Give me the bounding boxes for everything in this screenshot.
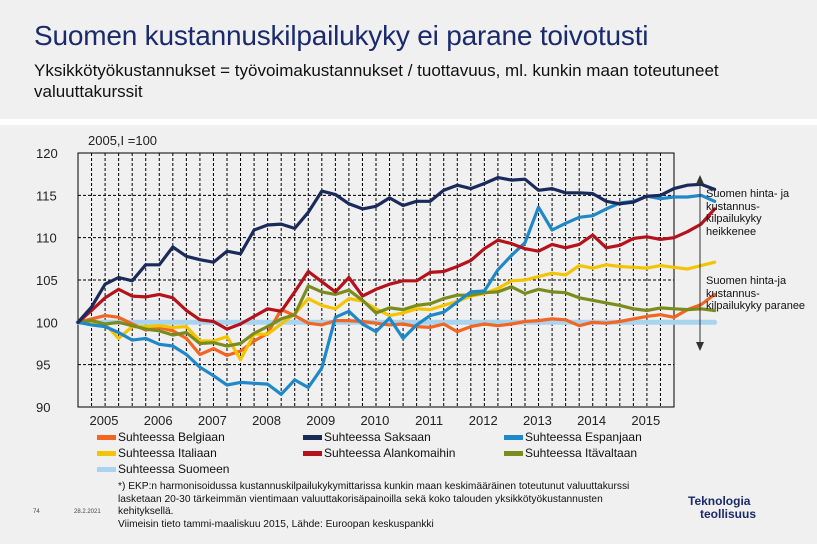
legend-label: Suhteessa Alankomaihin — [324, 446, 456, 460]
x-tick-label: 2014 — [577, 413, 606, 428]
legend-label: Suhteessa Espanjaan — [525, 430, 642, 444]
legend-label: Suhteessa Itävaltaan — [525, 446, 638, 460]
y-tick-label: 95 — [36, 358, 50, 373]
legend-swatch-germany — [303, 435, 322, 440]
y-tick-label: 100 — [36, 315, 58, 330]
plot-frame — [77, 152, 675, 408]
x-tick-label: 2010 — [360, 413, 389, 428]
logo-text: Teknologia — [688, 494, 751, 508]
header: Suomen kustannuskilpailukyky ei parane t… — [0, 0, 817, 119]
series-line-austria — [76, 284, 717, 348]
footnote-line: Viimeisin tieto tammi-maaliskuu 2015, Lä… — [118, 518, 434, 530]
y-tick-label: 115 — [36, 188, 57, 203]
legend-label: Suhteessa Saksaan — [324, 430, 431, 444]
x-tick-label: 2015 — [631, 413, 660, 428]
x-tick-label: 2012 — [469, 413, 498, 428]
footnote-line: *) EKP:n harmonisoidussa kustannuskilpai… — [118, 481, 630, 492]
legend-swatch-netherlands — [303, 451, 322, 456]
logo-text: teollisuus — [700, 507, 757, 521]
legend-swatch-finland — [97, 467, 116, 472]
series-line-belgium — [76, 292, 717, 357]
line-chart: 90 95 100 105 110 115 120 2005 2006 2007 2008 2009… — [36, 133, 718, 428]
footnote-line: lasketaan 20-30 tärkeimmän vientimaan va… — [118, 493, 603, 505]
footnote-line: kehityksellä. — [118, 506, 174, 517]
x-tick-label: 2008 — [252, 413, 281, 428]
legend-swatch-italy — [97, 451, 116, 456]
page-number: 74 — [33, 509, 40, 515]
legend-label: Suhteessa Italiaan — [118, 446, 217, 460]
chart-lines — [75, 175, 718, 396]
legend-swatch-austria — [504, 451, 523, 456]
x-tick-label: 2011 — [415, 413, 443, 428]
series-line-spain — [76, 193, 717, 396]
x-tick-label: 2005 — [90, 413, 119, 428]
page-date: 28.2.2021 — [74, 509, 101, 515]
y-tick-label: 105 — [36, 273, 58, 288]
y-axis-unit-label: 2005,I =100 — [88, 133, 157, 148]
x-tick-label: 2013 — [523, 413, 552, 428]
footnote: *) EKP:n harmonisoidussa kustannuskilpai… — [118, 481, 678, 531]
teknologiateollisuus-logo: Teknologia teollisuus — [688, 495, 756, 521]
x-tick-label: 2007 — [198, 413, 227, 428]
series-line-germany — [76, 175, 717, 324]
arrow-down-icon — [696, 259, 704, 351]
x-tick-label: 2009 — [306, 413, 335, 428]
x-axis-ticks: 2005 2006 2007 2008 2009 2010 2011 2012 2013 2014… — [90, 413, 661, 428]
page-subtitle: Yksikkötyökustannukset = työvoimakustann… — [34, 61, 719, 101]
legend-swatch-spain — [504, 435, 523, 440]
legend-label: Suhteessa Suomeen — [118, 462, 230, 476]
chart-grid — [77, 152, 675, 408]
note-competitiveness-weakens: Suomen hinta- ja kustannus-kilpailukyky … — [706, 188, 790, 238]
y-tick-label: 110 — [36, 231, 57, 246]
legend-swatch-belgium — [97, 435, 116, 440]
y-tick-label: 90 — [36, 400, 50, 415]
page-title: Suomen kustannuskilpailukyky ei parane t… — [34, 20, 649, 51]
y-tick-label: 120 — [36, 146, 58, 161]
series-line-netherlands — [76, 207, 717, 331]
note-competitiveness-improves: Suomen hinta-ja kustannus-kilpailukyky p… — [706, 275, 806, 312]
y-axis-ticks: 90 95 100 105 110 115 120 — [36, 146, 58, 415]
x-tick-label: 2006 — [144, 413, 173, 428]
series-line-italy — [76, 260, 717, 362]
legend-label: Suhteessa Belgiaan — [118, 430, 225, 444]
